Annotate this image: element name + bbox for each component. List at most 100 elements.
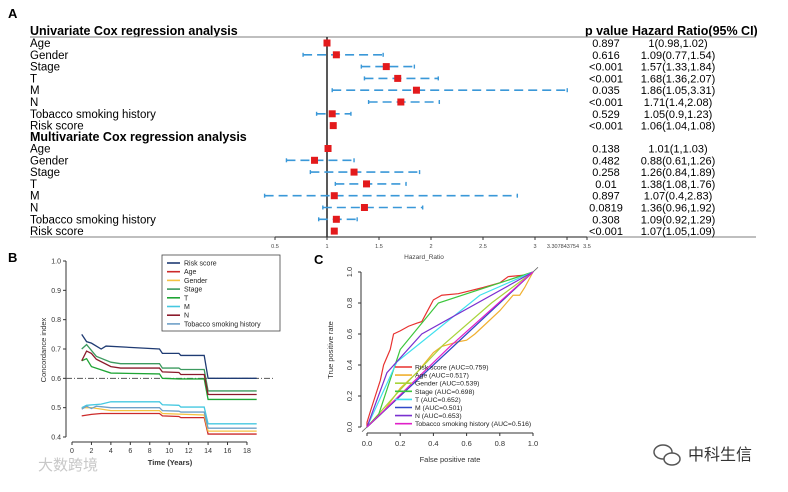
row-label: Stage	[30, 62, 60, 74]
x-tick-label: 0.6	[461, 439, 471, 448]
forest-plot: Univariate Cox regression analysis p valu…	[30, 24, 758, 261]
y-tick-label: 0.9	[51, 288, 61, 295]
x-tick-label: 3	[533, 244, 536, 250]
hazard-ratio-ci: 1.38(1.08,1.76)	[641, 179, 716, 191]
hazard-ratio-point	[332, 51, 340, 59]
hazard-ratio-point	[412, 86, 420, 94]
hazard-ratio-ci: 1(0.98,1.02)	[648, 38, 707, 50]
x-axis-label: Hazard_Ratio	[404, 254, 444, 261]
hazard-ratio-point	[311, 156, 319, 164]
p-value: 0.138	[592, 144, 620, 156]
row-label: Risk score	[30, 121, 84, 133]
p-value: <0.001	[589, 62, 623, 74]
hazard-ratio-point	[328, 110, 336, 118]
p-value: <0.001	[589, 97, 623, 109]
roc-chart: 0.0 0.2 0.4 0.6 0.8 1.0 0.0 0.2 0.4 0.6 0.8 1.0 Fals…	[326, 267, 539, 464]
x-axis-label: Time (Years)	[148, 458, 193, 467]
panel-label-c: C	[314, 252, 324, 267]
y-tick-label: 0.8	[345, 298, 354, 308]
legend-label: N (AUC=0.653)	[415, 413, 462, 420]
legend-label: Tobacco smoking history	[184, 321, 261, 328]
p-value: <0.001	[589, 226, 623, 238]
series-line	[81, 333, 257, 379]
section-title: Multivariate Cox regression analysis	[30, 130, 247, 144]
legend-label: M	[184, 304, 190, 311]
p-value: 0.01	[595, 179, 616, 191]
roc-curve	[366, 271, 534, 428]
legend-label: Stage (AUC=0.698)	[415, 389, 475, 396]
hazard-ratio-ci: 1.26(0.84,1.89)	[641, 167, 716, 179]
hazard-ratio-point	[363, 180, 371, 188]
legend-label: T	[184, 295, 189, 302]
x-tick-label: 16	[224, 448, 232, 455]
hazard-ratio-ci: 1.09(0.92,1.29)	[641, 214, 716, 226]
row-label: Gender	[30, 155, 69, 167]
hazard-ratio-ci: 1.01(1,1.03)	[648, 144, 707, 156]
column-header-hazard-ratio: Hazard Ratio(95% CI)	[632, 24, 758, 38]
x-tick-label: 1.5	[375, 244, 383, 250]
x-tick-label: 1.0	[528, 439, 538, 448]
row-label: Stage	[30, 167, 60, 179]
x-tick-label: 4	[109, 448, 113, 455]
hazard-ratio-point	[323, 39, 331, 47]
hazard-ratio-point	[397, 98, 405, 106]
hazard-ratio-point	[332, 215, 340, 223]
row-label: Tobacco smoking history	[30, 214, 156, 226]
x-tick-label: 0.4	[428, 439, 438, 448]
p-value: <0.001	[589, 121, 623, 133]
legend-label: Stage	[184, 287, 202, 294]
legend-box	[161, 254, 281, 332]
x-tick-label: 0.2	[395, 439, 405, 448]
series-line	[81, 350, 257, 396]
x-tick-label: 1	[325, 244, 328, 250]
hazard-ratio-point	[330, 192, 338, 200]
hazard-ratio-point	[350, 168, 358, 176]
legend-label: Risk score	[184, 261, 217, 268]
y-tick-label: 0.4	[345, 360, 354, 370]
column-header-p-value: p value	[585, 24, 628, 38]
watermark-left: 大数跨境	[38, 456, 98, 474]
row-label: T	[30, 73, 37, 85]
series-line	[81, 401, 257, 425]
hazard-ratio-ci: 1.06(1.04,1.08)	[641, 121, 716, 133]
y-tick-label: 0.4	[51, 435, 61, 442]
x-tick-label: 6	[128, 448, 132, 455]
hazard-ratio-point	[394, 74, 402, 82]
roc-curve	[366, 271, 534, 428]
x-axis-label: False positive rate	[420, 455, 481, 464]
y-tick-label: 0.2	[345, 391, 354, 401]
row-label: Age	[30, 144, 50, 156]
legend-label: M (AUC=0.501)	[415, 405, 462, 412]
hazard-ratio-point	[324, 145, 332, 152]
hazard-ratio-point	[382, 63, 390, 71]
x-tick-label: 10	[165, 448, 173, 455]
hazard-ratio-ci: 1.05(0.9,1.23)	[644, 109, 713, 121]
x-tick-label: 14	[204, 448, 212, 455]
hazard-ratio-ci: 1.09(0.77,1.54)	[641, 50, 716, 62]
y-tick-label: 0.5	[51, 405, 61, 412]
x-tick-label: 0.0	[362, 439, 372, 448]
series-line	[81, 405, 257, 429]
roc-curve	[366, 271, 534, 428]
series-line	[81, 357, 257, 401]
p-value: 0.897	[592, 38, 620, 50]
hazard-ratio-ci: 0.88(0.61,1.26)	[641, 155, 716, 167]
hazard-ratio-point	[330, 227, 338, 235]
y-tick-label: 0.0	[345, 422, 354, 432]
legend-label: Age	[184, 269, 197, 276]
y-tick-label: 0.7	[51, 347, 61, 354]
p-value: 0.035	[592, 85, 620, 97]
legend-label: Gender	[184, 278, 208, 285]
p-value: <0.001	[589, 73, 623, 85]
wechat-icon	[653, 444, 681, 466]
p-value: 0.0819	[589, 203, 623, 215]
x-tick-label: 2	[429, 244, 432, 250]
hazard-ratio-ci: 1.68(1.36,2.07)	[641, 73, 716, 85]
roc-curve	[366, 271, 534, 428]
legend-label: Gender (AUC=0.539)	[415, 381, 479, 388]
section-title: Univariate Cox regression analysis	[30, 24, 238, 38]
row-label: Gender	[30, 50, 69, 62]
hazard-ratio-ci: 1.86(1.05,3.31)	[641, 85, 716, 97]
series-line	[81, 407, 257, 432]
row-label: Age	[30, 38, 50, 50]
